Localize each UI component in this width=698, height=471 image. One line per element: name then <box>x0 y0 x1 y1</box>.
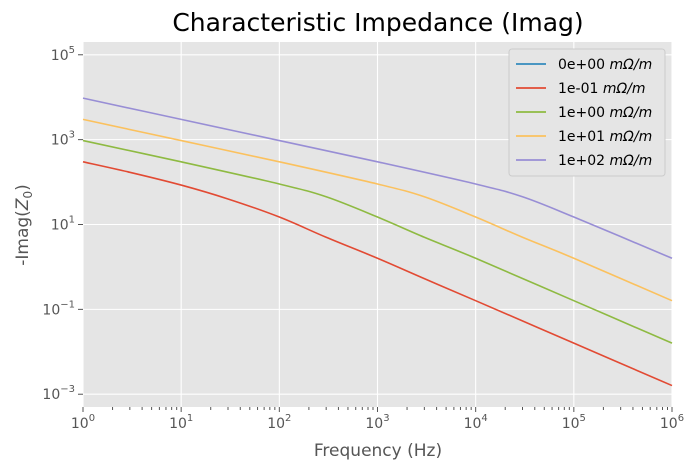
x-tick-label: 100 <box>71 413 95 432</box>
legend-label-1e-00: 1e+00 mΩ/m <box>558 105 652 121</box>
series-line-1e-02 <box>82 97 673 260</box>
data-series <box>82 97 673 387</box>
y-tick-label: 10−1 <box>42 299 75 318</box>
y-tick-label: 10−3 <box>42 384 75 403</box>
y-tick-label: 101 <box>51 215 75 234</box>
legend-box <box>508 48 666 177</box>
x-tick-label: 103 <box>365 413 389 432</box>
series-line-1e-01 <box>82 118 673 302</box>
legend-label-1e-01: 1e-01 mΩ/m <box>558 81 646 97</box>
y-axis-label: -Imag(Z0) <box>13 184 35 266</box>
legend-label-0e-00: 0e+00 mΩ/m <box>558 57 652 73</box>
legend: 0e+00 mΩ/m 1e-01 mΩ/m 1e+00 mΩ/m 1e+01 mΩ/m… <box>508 48 666 177</box>
y-tick-label: 103 <box>51 130 75 149</box>
y-tick-label: 105 <box>51 45 75 64</box>
x-tick-label: 104 <box>464 413 488 432</box>
chart-title: Characteristic Impedance (Imag) <box>172 8 583 37</box>
x-tick-label: 102 <box>267 413 291 432</box>
x-tick-label: 106 <box>660 413 684 432</box>
axes: 100 101 102 103 104 105 106 10−3 10−1 101 103 105 <box>42 45 684 432</box>
series-line-1e-00 <box>82 139 673 344</box>
legend-label-1e-01: 1e+01 mΩ/m <box>558 129 652 145</box>
x-tick-label: 105 <box>562 413 586 432</box>
x-tick-label: 101 <box>169 413 193 432</box>
legend-label-1e-02: 1e+02 mΩ/m <box>558 153 652 169</box>
x-axis-label: Frequency (Hz) <box>314 441 442 461</box>
series-line-1e-01 <box>82 161 673 387</box>
